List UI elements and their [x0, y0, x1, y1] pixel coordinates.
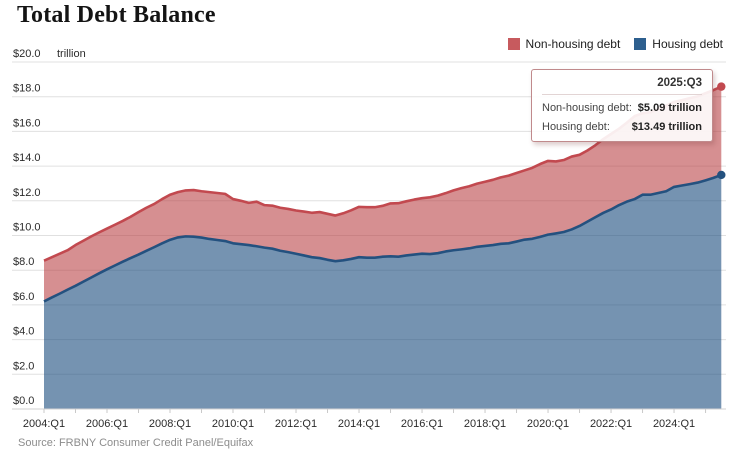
legend-label: Non-housing debt	[525, 37, 621, 51]
svg-text:2010:Q1: 2010:Q1	[212, 418, 254, 430]
svg-text:2018:Q1: 2018:Q1	[464, 418, 506, 430]
non-housing-area	[44, 86, 722, 302]
svg-text:$0.0: $0.0	[13, 395, 34, 407]
svg-text:2008:Q1: 2008:Q1	[149, 418, 191, 430]
svg-text:2012:Q1: 2012:Q1	[275, 418, 317, 430]
legend-item-housing[interactable]: Housing debt	[634, 37, 723, 51]
svg-text:$6.0: $6.0	[13, 291, 34, 303]
non-housing-swatch-icon	[507, 38, 520, 50]
tooltip-period: 2025:Q3	[542, 77, 702, 95]
svg-text:$16.0: $16.0	[13, 117, 41, 129]
svg-text:2024:Q1: 2024:Q1	[653, 418, 695, 430]
tooltip-row-label: Non-housing debt:	[542, 102, 632, 114]
housing-swatch-icon	[634, 38, 647, 50]
source-note: Source: FRBNY Consumer Credit Panel/Equi…	[18, 437, 254, 449]
svg-text:$18.0: $18.0	[13, 83, 41, 95]
svg-text:$2.0: $2.0	[13, 360, 34, 372]
housing-area	[44, 174, 722, 409]
svg-text:2014:Q1: 2014:Q1	[338, 418, 380, 430]
x-axis: 2004:Q1 2006:Q1 2008:Q1 2010:Q1 2012:Q1 2014:…	[12, 408, 726, 430]
legend-label: Housing debt	[652, 37, 723, 51]
chart-legend: Non-housing debt Housing debt	[507, 37, 723, 51]
svg-text:$10.0: $10.0	[13, 222, 41, 234]
svg-text:2006:Q1: 2006:Q1	[86, 418, 128, 430]
svg-text:$14.0: $14.0	[13, 152, 41, 164]
svg-text:$12.0: $12.0	[13, 187, 41, 199]
housing-endpoint-dot[interactable]	[717, 170, 726, 180]
housing-line	[43, 173, 722, 303]
svg-text:$4.0: $4.0	[13, 326, 34, 338]
svg-text:$8.0: $8.0	[13, 256, 34, 268]
tooltip-row-label: Housing debt:	[542, 121, 610, 133]
non-housing-endpoint-dot[interactable]	[717, 82, 726, 91]
tooltip-row-value: $5.09 trillion	[637, 102, 702, 114]
page-title: Total Debt Balance	[17, 2, 216, 28]
svg-text:2004:Q1: 2004:Q1	[23, 418, 65, 430]
svg-text:2022:Q1: 2022:Q1	[590, 418, 632, 430]
y-axis-unit-label: trillion	[57, 48, 86, 60]
tooltip-row-value: $13.49 trillion	[631, 121, 702, 133]
svg-text:$20.0: $20.0	[13, 48, 41, 60]
legend-item-non-housing[interactable]: Non-housing debt	[507, 37, 621, 51]
svg-text:2020:Q1: 2020:Q1	[527, 418, 569, 430]
hover-tooltip: 2025:Q3 Non-housing debt: $5.09 trillion…	[531, 69, 713, 142]
svg-text:2016:Q1: 2016:Q1	[401, 418, 443, 430]
